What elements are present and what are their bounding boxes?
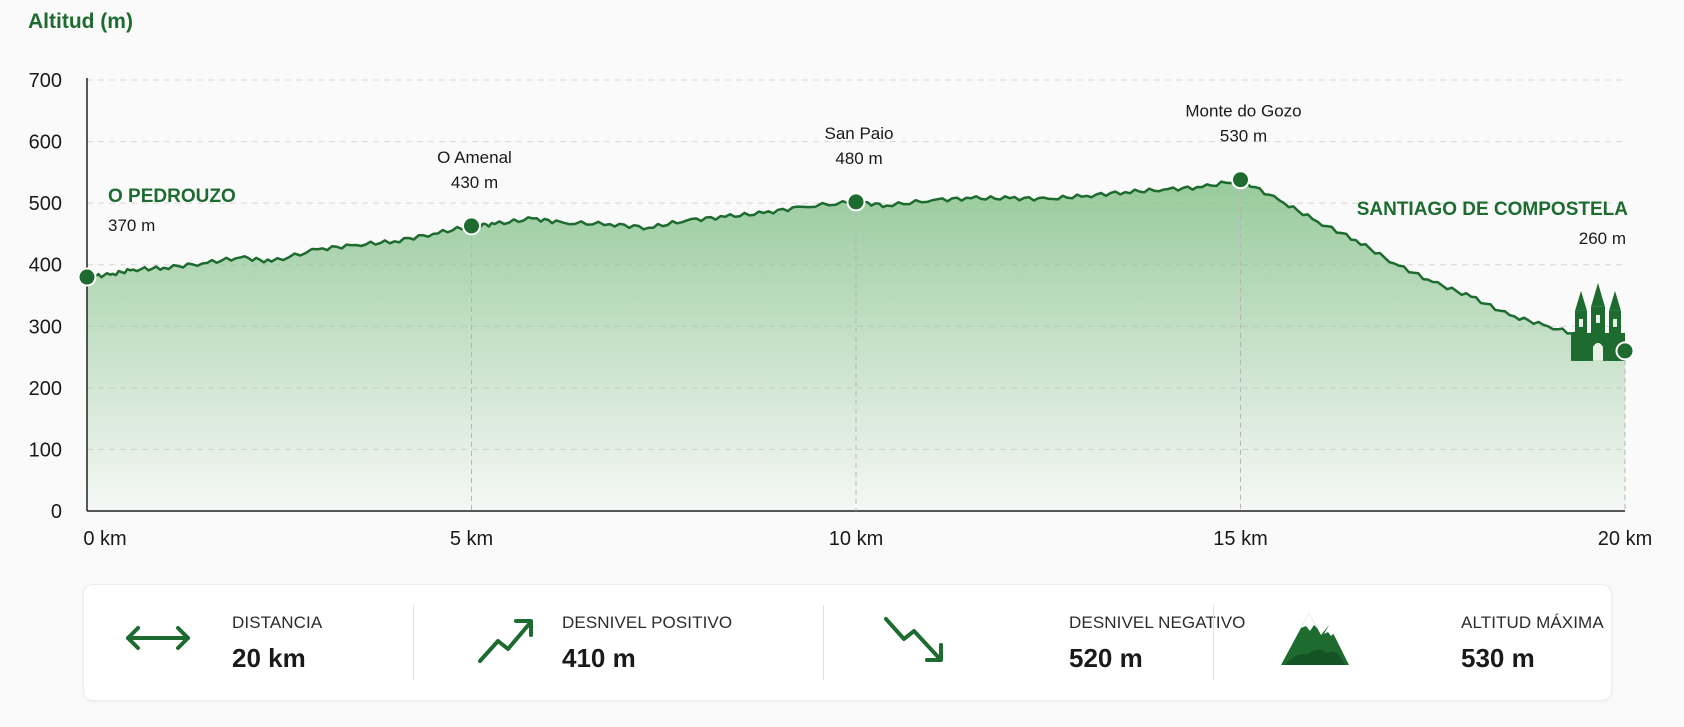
- y-tick-label: 700: [29, 70, 62, 92]
- stat-positive-gain: DESNIVEL POSITIVO 410 m: [414, 585, 824, 700]
- stat-negative-loss-value: 520 m: [1069, 643, 1143, 673]
- waypoint-altitude: 260 m: [1579, 229, 1626, 248]
- x-tick-label: 0 km: [83, 528, 126, 550]
- y-axis-title: Altitud (m): [28, 10, 133, 33]
- waypoint-name: San Paio: [825, 124, 894, 143]
- stat-distance: DISTANCIA 20 km: [84, 585, 414, 700]
- elevation-line: [86, 177, 1626, 353]
- stat-max-altitude-value: 530 m: [1461, 643, 1535, 673]
- stat-max-altitude-label: ALTITUD MÁXIMA: [1461, 613, 1604, 632]
- trend-down-arrow-icon: [882, 615, 948, 672]
- waypoint-name: Monte do Gozo: [1185, 102, 1301, 121]
- waypoint-altitude: 480 m: [835, 149, 882, 168]
- stat-divider: [1213, 605, 1214, 680]
- waypoint-name: SANTIAGO DE COMPOSTELA: [1357, 199, 1629, 220]
- y-tick-label: 0: [51, 501, 62, 523]
- stats-panel: DISTANCIA 20 km DESNIVEL POSITIVO 410 m …: [83, 584, 1612, 701]
- elevation-area: [87, 178, 1625, 512]
- trend-up-arrow-icon: [476, 615, 536, 670]
- stat-distance-label: DISTANCIA: [232, 613, 323, 632]
- mountain-icon: [1279, 607, 1351, 672]
- x-tick-label: 20 km: [1598, 528, 1652, 550]
- x-tick-label: 15 km: [1213, 528, 1267, 550]
- waypoint-altitude: 430 m: [451, 173, 498, 192]
- stat-divider: [823, 605, 824, 680]
- waypoint-marker: [77, 267, 97, 287]
- y-tick-label: 500: [29, 193, 62, 215]
- waypoint-name: O PEDROUZO: [108, 186, 236, 207]
- stat-negative-loss-label: DESNIVEL NEGATIVO: [1069, 613, 1246, 632]
- x-tick-label: 10 km: [829, 528, 883, 550]
- waypoint-name: O Amenal: [437, 148, 512, 167]
- double-arrow-icon: [122, 623, 194, 658]
- x-tick-label: 5 km: [450, 528, 493, 550]
- waypoint-marker: [462, 216, 481, 236]
- stat-divider: [413, 605, 414, 680]
- waypoint-marker: [1231, 170, 1250, 190]
- y-tick-label: 200: [29, 378, 62, 400]
- waypoint-altitude: 370 m: [108, 216, 155, 235]
- elevation-chart: Altitud (m) 0 100 200 300 400 500 600 700 0 km 5 …: [28, 10, 1653, 550]
- waypoint-marker: [1615, 341, 1635, 361]
- stat-positive-gain-label: DESNIVEL POSITIVO: [562, 613, 733, 632]
- stat-negative-loss: DESNIVEL NEGATIVO 520 m: [824, 585, 1245, 700]
- waypoint-marker: [846, 192, 866, 212]
- y-tick-label: 600: [29, 132, 62, 154]
- elevation-chart-svg: 0 100 200 300 400 500 600 700 0 km 5 km 10 km 15 km…: [29, 70, 1653, 550]
- y-tick-label: 400: [29, 255, 62, 277]
- stat-positive-gain-value: 410 m: [562, 643, 636, 673]
- y-tick-label: 300: [29, 316, 62, 338]
- waypoint-altitude: 530 m: [1220, 127, 1267, 146]
- y-tick-label: 100: [29, 439, 62, 461]
- stat-distance-value: 20 km: [232, 643, 306, 673]
- stat-max-altitude: ALTITUD MÁXIMA 530 m: [1214, 585, 1610, 700]
